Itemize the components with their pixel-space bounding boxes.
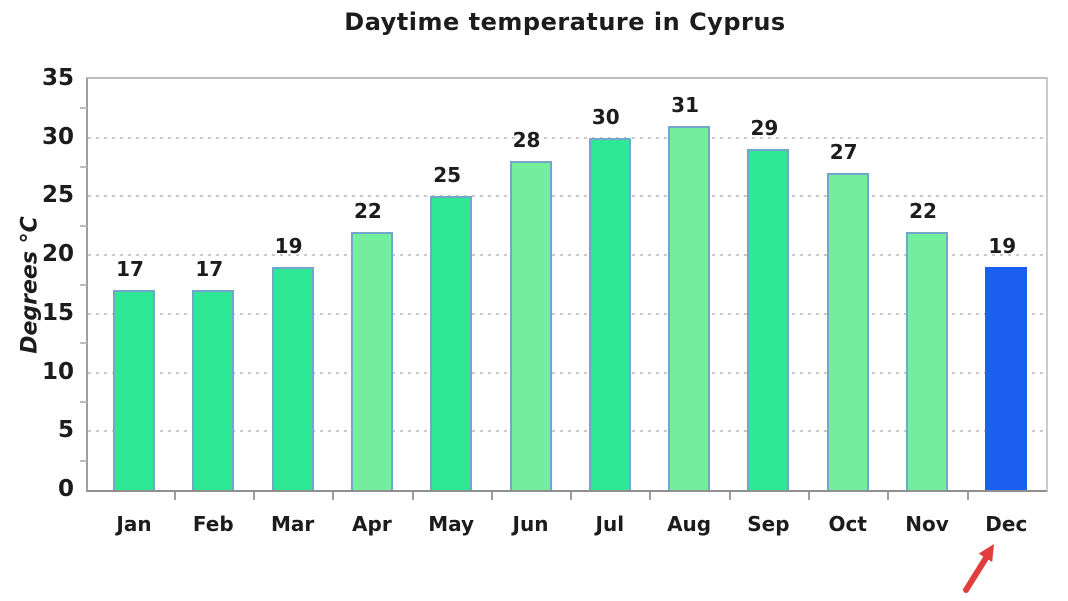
x-tick-label-apr: Apr (352, 512, 392, 536)
y-tick-label-10: 10 (41, 358, 74, 385)
bar-mar (271, 266, 314, 490)
gridline-15 (88, 312, 1046, 315)
red-arrow-head (978, 544, 994, 562)
x-axis-tick (252, 492, 255, 500)
bar-oct (826, 172, 869, 490)
y-minor-tick (80, 283, 87, 286)
y-tick-label-5: 5 (57, 417, 74, 444)
bar-value-label-aug: 31 (671, 92, 700, 117)
y-tick-label-30: 30 (41, 123, 74, 150)
x-axis-tick (728, 492, 731, 500)
y-tick-label-25: 25 (41, 182, 74, 209)
x-axis-tick (490, 492, 493, 500)
y-minor-tick (80, 224, 87, 227)
bar-value-label-feb: 17 (195, 257, 224, 282)
gridline-20 (88, 254, 1046, 257)
gridline-10 (88, 371, 1046, 374)
x-axis-tick (570, 492, 573, 500)
y-minor-tick (80, 107, 87, 110)
x-tick-label-jan: Jan (116, 512, 152, 536)
bar-jan (113, 290, 155, 490)
y-tick-label-15: 15 (41, 299, 74, 326)
bar-value-label-apr: 22 (353, 198, 382, 223)
bar-value-label-jan: 17 (116, 257, 144, 282)
x-axis-tick (966, 492, 969, 500)
gridline-25 (88, 195, 1046, 198)
red-arrow-annotation (963, 544, 994, 593)
plot-area (86, 77, 1048, 492)
bar-aug (668, 125, 711, 490)
bar-value-label-sep: 29 (750, 116, 779, 141)
bar-value-label-oct: 27 (829, 139, 858, 164)
x-axis-tick (332, 492, 335, 500)
bar-sep (747, 149, 790, 490)
bar-dec (985, 266, 1028, 490)
y-tick-label-35: 35 (41, 65, 74, 91)
gridline-30 (88, 136, 1046, 139)
y-minor-tick (80, 400, 87, 403)
x-axis-tick (173, 492, 176, 500)
bar-jun (509, 161, 552, 490)
y-minor-tick (80, 342, 87, 345)
x-tick-label-jul: Jul (595, 512, 625, 536)
y-axis-label: Degrees °C (17, 216, 43, 354)
red-arrow-shaft (963, 555, 989, 593)
bar-jul (588, 137, 631, 490)
bar-value-label-jun: 28 (512, 128, 541, 153)
bar-value-label-nov: 22 (909, 198, 937, 223)
y-minor-tick (80, 166, 87, 169)
x-tick-label-sep: Sep (747, 512, 790, 536)
x-tick-label-dec: Dec (985, 512, 1028, 536)
x-tick-label-mar: Mar (270, 512, 315, 536)
gridline-5 (88, 430, 1046, 433)
x-axis-tick (411, 492, 414, 500)
bar-value-label-dec: 19 (988, 233, 1017, 258)
x-tick-label-feb: Feb (192, 512, 234, 536)
x-tick-label-may: May (428, 512, 475, 536)
bar-may (430, 196, 473, 490)
x-tick-label-nov: Nov (905, 512, 949, 536)
x-axis-tick (887, 492, 890, 500)
x-axis-tick (649, 492, 652, 500)
y-tick-label-20: 20 (41, 241, 74, 268)
bar-nov (906, 231, 948, 490)
bar-value-label-jul: 30 (591, 104, 620, 129)
y-tick-label-0: 0 (57, 476, 74, 502)
bar-feb (192, 290, 235, 490)
bar-apr (350, 231, 393, 490)
bar-value-label-mar: 19 (274, 233, 303, 258)
x-axis-tick (808, 492, 811, 500)
x-tick-label-jun: Jun (512, 512, 549, 536)
x-tick-label-aug: Aug (667, 512, 712, 536)
bar-value-label-may: 25 (433, 163, 462, 188)
chart-title: Daytime temperature in Cyprus (344, 8, 786, 36)
y-minor-tick (80, 459, 87, 462)
x-tick-label-oct: Oct (828, 512, 867, 536)
